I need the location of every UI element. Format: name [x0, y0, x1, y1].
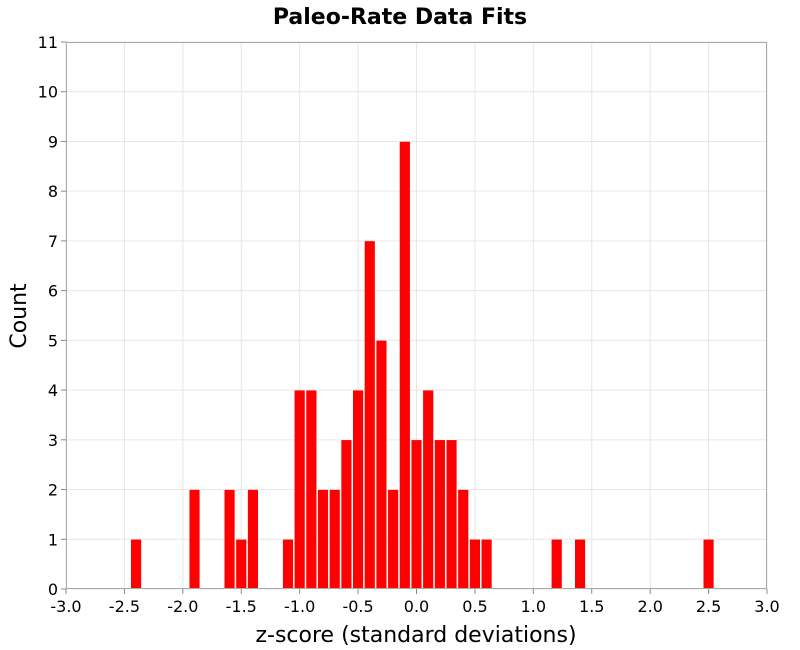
y-tick-label: 10 — [38, 83, 58, 102]
x-axis-label: z-score (standard deviations) — [255, 623, 576, 648]
histogram-bar — [445, 439, 458, 590]
bars — [130, 141, 715, 590]
histogram-bar — [235, 539, 247, 590]
histogram-bar — [410, 439, 423, 590]
x-tick-label: 1.0 — [521, 597, 546, 616]
x-tick-label: -1.0 — [284, 597, 315, 616]
y-tick-label: 9 — [48, 132, 58, 151]
histogram-bar — [282, 539, 294, 590]
y-tick-label: 11 — [38, 33, 58, 52]
histogram-bar — [130, 539, 142, 590]
histogram-bar — [352, 389, 364, 590]
histogram-bar — [399, 141, 411, 590]
histogram-bar — [702, 539, 715, 590]
histogram-bar — [469, 539, 481, 590]
x-tick-label: -2.5 — [109, 597, 140, 616]
histogram-bar — [305, 389, 317, 590]
x-tick-label: 0.0 — [404, 597, 429, 616]
histogram-bar — [375, 340, 388, 590]
y-tick-label: 1 — [48, 530, 58, 549]
histogram-bar — [481, 539, 493, 590]
y-tick-label: 3 — [48, 431, 58, 450]
y-tick-label: 4 — [48, 381, 58, 400]
x-tick-label: 3.0 — [754, 597, 779, 616]
x-tick-label: 2.5 — [696, 597, 721, 616]
y-tick-label: 0 — [48, 580, 58, 599]
histogram-bar — [329, 489, 341, 590]
histogram-bar — [247, 489, 259, 590]
y-axis-label: Count — [7, 283, 32, 349]
histogram-bar — [551, 539, 563, 590]
histogram-bar — [457, 489, 469, 590]
x-tick-label: 2.0 — [637, 597, 662, 616]
y-axis-ticks: 0 1 2 3 4 5 6 7 8 9 10 11 — [38, 33, 66, 599]
x-tick-label: -1.5 — [226, 597, 257, 616]
histogram-bar — [294, 389, 306, 590]
histogram-bar — [574, 539, 586, 590]
x-tick-label: 1.5 — [579, 597, 604, 616]
x-axis-ticks: -3.0 -2.5 -2.0 -1.5 -1.0 -0.5 0.0 0.5 1.0 1.5 2.0 2… — [50, 589, 780, 616]
histogram-bar — [188, 489, 201, 590]
histogram-bar — [434, 439, 446, 590]
histogram-bar — [387, 489, 399, 590]
x-tick-label: 0.5 — [462, 597, 487, 616]
y-tick-label: 8 — [48, 182, 58, 201]
y-tick-label: 5 — [48, 331, 58, 350]
y-tick-label: 2 — [48, 481, 58, 500]
x-tick-label: -0.5 — [342, 597, 373, 616]
plot-border — [66, 42, 767, 589]
histogram-bar — [422, 389, 434, 590]
chart-title: Paleo-Rate Data Fits — [273, 5, 527, 30]
x-tick-label: -2.0 — [167, 597, 198, 616]
x-tick-label: -3.0 — [50, 597, 81, 616]
histogram-bar — [317, 489, 329, 590]
histogram-bar — [340, 439, 352, 590]
histogram-bar — [223, 489, 236, 590]
histogram-bar — [364, 240, 376, 590]
y-tick-label: 7 — [48, 232, 58, 251]
y-tick-label: 6 — [48, 282, 58, 301]
